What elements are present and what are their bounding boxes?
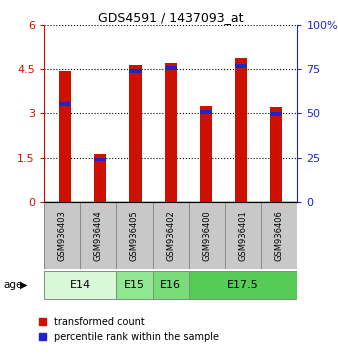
Title: GDS4591 / 1437093_at: GDS4591 / 1437093_at: [98, 11, 243, 24]
Text: GSM936402: GSM936402: [166, 210, 175, 261]
Bar: [189, 202, 225, 269]
Bar: [80, 202, 116, 269]
Bar: [200, 110, 212, 114]
Bar: [235, 64, 247, 68]
Bar: [200, 105, 212, 202]
Bar: [270, 112, 283, 116]
Text: GSM936404: GSM936404: [94, 210, 103, 261]
Bar: [116, 202, 152, 269]
Bar: [165, 66, 177, 70]
Bar: [189, 271, 297, 299]
Text: ▶: ▶: [20, 280, 27, 290]
Bar: [59, 70, 71, 202]
Bar: [129, 65, 142, 202]
Text: E14: E14: [70, 280, 91, 290]
Bar: [116, 271, 152, 299]
Bar: [152, 202, 189, 269]
Bar: [235, 58, 247, 202]
Text: GSM936401: GSM936401: [239, 210, 248, 261]
Text: GSM936400: GSM936400: [202, 210, 211, 261]
Bar: [129, 69, 142, 73]
Text: GSM936406: GSM936406: [275, 210, 284, 261]
Text: E17.5: E17.5: [227, 280, 259, 290]
Bar: [94, 158, 106, 161]
Bar: [94, 154, 106, 202]
Bar: [44, 271, 116, 299]
Text: age: age: [3, 280, 23, 290]
Text: GSM936403: GSM936403: [57, 210, 67, 261]
Bar: [270, 107, 283, 202]
Bar: [261, 202, 297, 269]
Bar: [59, 102, 71, 106]
Text: GSM936405: GSM936405: [130, 210, 139, 261]
Text: E15: E15: [124, 280, 145, 290]
Bar: [165, 63, 177, 202]
Bar: [225, 202, 261, 269]
Bar: [44, 202, 80, 269]
Text: E16: E16: [160, 280, 181, 290]
Bar: [152, 271, 189, 299]
Legend: transformed count, percentile rank within the sample: transformed count, percentile rank withi…: [39, 317, 219, 342]
